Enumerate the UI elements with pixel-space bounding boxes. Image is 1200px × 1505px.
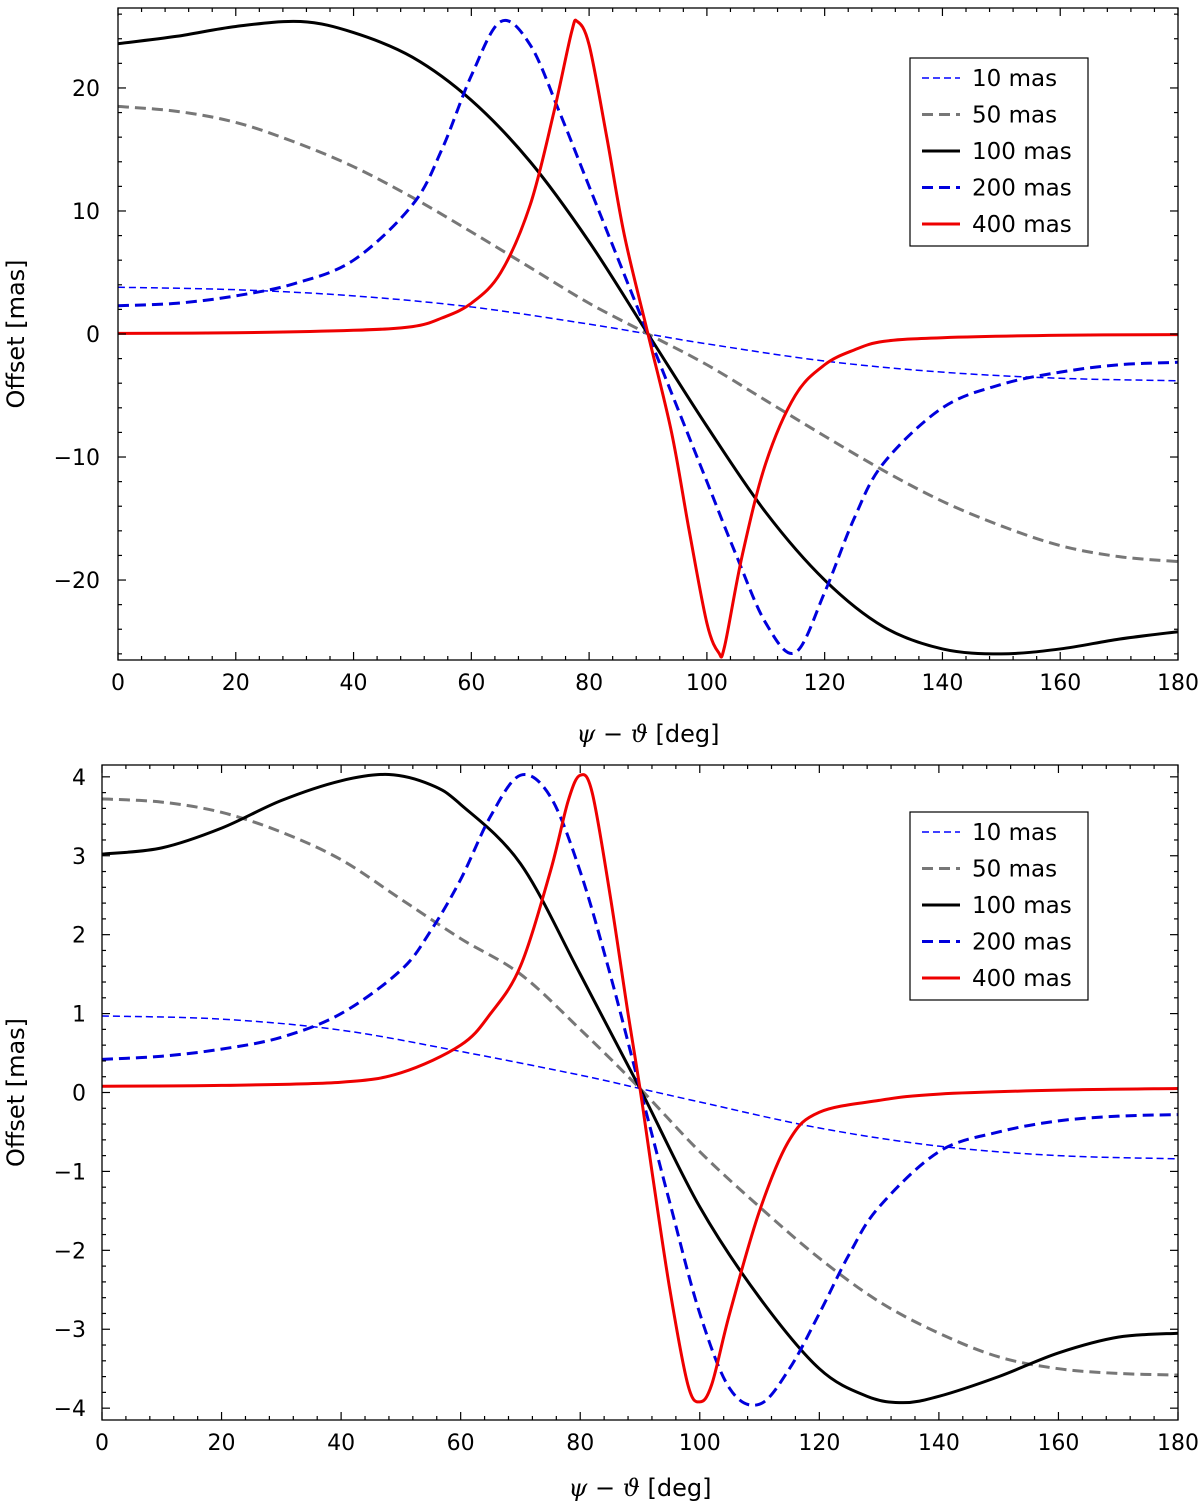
x-tick-label: 40 [327,1431,355,1456]
x-tick-label: 160 [1037,1431,1079,1456]
x-axis-label: ψ − ϑ [deg] [569,1474,712,1502]
y-tick-label: 0 [72,1082,86,1107]
y-tick-label: 20 [72,77,100,102]
x-axis-label-theta: ϑ [631,720,648,748]
plot-area [118,18,1178,659]
x-tick-label: 80 [566,1431,594,1456]
y-tick-label: −4 [54,1397,86,1422]
legend-label: 100 mas [972,893,1072,919]
y-tick-label: −2 [54,1239,86,1264]
x-axis-label-unit: [deg] [648,720,720,748]
x-tick-label: 0 [111,671,125,696]
x-tick-label: 80 [575,671,603,696]
legend-label: 200 mas [972,930,1072,956]
x-tick-label: 100 [686,671,728,696]
y-tick-label: −3 [54,1318,86,1343]
x-tick-label: 20 [208,1431,236,1456]
legend: 10 mas 50 mas 100 mas 200 mas 400 mas [909,811,1089,1001]
x-tick-label: 120 [798,1431,840,1456]
series-line-200-mas [118,18,1178,655]
legend-label: 50 mas [972,857,1057,883]
legend-label: 100 mas [972,139,1072,165]
x-tick-label: 180 [1157,671,1199,696]
x-tick-label: 180 [1157,1431,1199,1456]
series-line-200-mas [102,773,1178,1407]
chart-panel-top: 0 20 40 60 80 100 120 140 160 180 −20 −10 0 10 20 ψ − ϑ… [2,7,1199,748]
chart-panel-bottom: 0 20 40 60 80 100 120 140 160 180 −4 −3 −2 −1 0 1 2 3 4 ψ −… [2,764,1199,1502]
y-tick-label: 1 [72,1003,86,1028]
y-tick-label: 3 [72,845,86,870]
y-tick-label: 10 [72,200,100,225]
y-tick-label: 2 [72,924,86,949]
y-axis-label: Offset [mas] [2,259,30,408]
x-axis-label-minus: − [595,720,630,748]
x-tick-label: 140 [918,1431,960,1456]
series-line-400-mas [118,18,1178,659]
x-axis-label-theta: ϑ [623,1474,640,1502]
x-tick-label: 0 [95,1431,109,1456]
y-tick-label: 0 [86,323,100,348]
x-tick-label: 20 [222,671,250,696]
x-axis-label: ψ − ϑ [deg] [577,720,720,748]
x-tick-label: 40 [340,671,368,696]
legend-label: 200 mas [972,176,1072,202]
y-tick-label: −1 [54,1160,86,1185]
series-line-50-mas [102,797,1178,1377]
y-tick-label: −10 [54,446,100,471]
x-tick-label: 120 [804,671,846,696]
y-tick-label: 4 [72,766,86,791]
legend-label: 10 mas [972,66,1057,92]
x-tick-label: 140 [921,671,963,696]
plot-area [102,772,1178,1407]
y-axis-label: Offset [mas] [2,1018,30,1167]
x-axis-label-psi: ψ [577,720,597,748]
legend-label: 50 mas [972,103,1057,129]
x-tick-label: 100 [679,1431,721,1456]
x-axis-label-minus: − [587,1474,622,1502]
y-tick-label: −20 [54,569,100,594]
x-axis-label-unit: [deg] [640,1474,712,1502]
x-axis-label-psi: ψ [569,1474,589,1502]
legend-label: 400 mas [972,212,1072,238]
legend: 10 mas 50 mas 100 mas 200 mas 400 mas [909,57,1089,247]
legend-label: 10 mas [972,820,1057,846]
legend-label: 400 mas [972,966,1072,992]
x-tick-label: 60 [457,671,485,696]
x-tick-label: 60 [447,1431,475,1456]
x-tick-label: 160 [1039,671,1081,696]
series-line-400-mas [102,773,1178,1404]
